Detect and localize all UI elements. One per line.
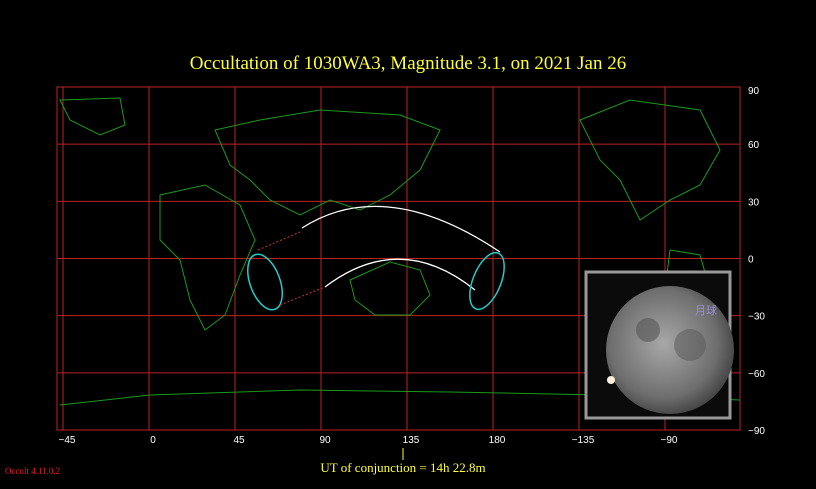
lat-label: 30 — [748, 197, 760, 208]
extension-line — [257, 231, 301, 251]
lon-label: 135 — [403, 435, 420, 446]
lon-label: −90 — [661, 435, 678, 446]
version-label: Occult 4.11.0.2 — [5, 466, 60, 476]
lat-label: −90 — [748, 426, 765, 437]
path-south-limit — [324, 258, 476, 291]
moon-disc — [606, 286, 734, 414]
end-limb — [469, 251, 505, 311]
start-limb — [247, 253, 283, 311]
lat-label: 0 — [748, 255, 754, 266]
lat-label: 90 — [748, 86, 760, 97]
lat-label: −60 — [748, 369, 765, 380]
moon-mare — [674, 329, 706, 361]
conjunction-label: UT of conjunction = 14h 22.8m — [320, 460, 485, 475]
moon-mare — [636, 318, 660, 342]
inset-label: 月球 — [695, 303, 717, 317]
star — [607, 376, 615, 384]
lon-label: 45 — [233, 435, 245, 446]
lon-label: −45 — [59, 435, 76, 446]
extension-line — [279, 286, 326, 306]
axis-labels: 90 60 30 0 −30 −60 −90 −45 0 45 90 135 180 −135 −90 — [59, 86, 766, 446]
lon-label: 0 — [150, 435, 156, 446]
path-north-limit — [301, 205, 501, 253]
lon-label: 90 — [319, 435, 331, 446]
lat-label: −30 — [748, 312, 765, 323]
moon-inset: 月球 — [584, 270, 734, 420]
lon-label: −135 — [572, 435, 595, 446]
map-title: Occultation of 1030WA3, Magnitude 3.1, o… — [190, 53, 626, 74]
lat-label: 60 — [748, 140, 760, 151]
lon-label: 180 — [489, 435, 506, 446]
